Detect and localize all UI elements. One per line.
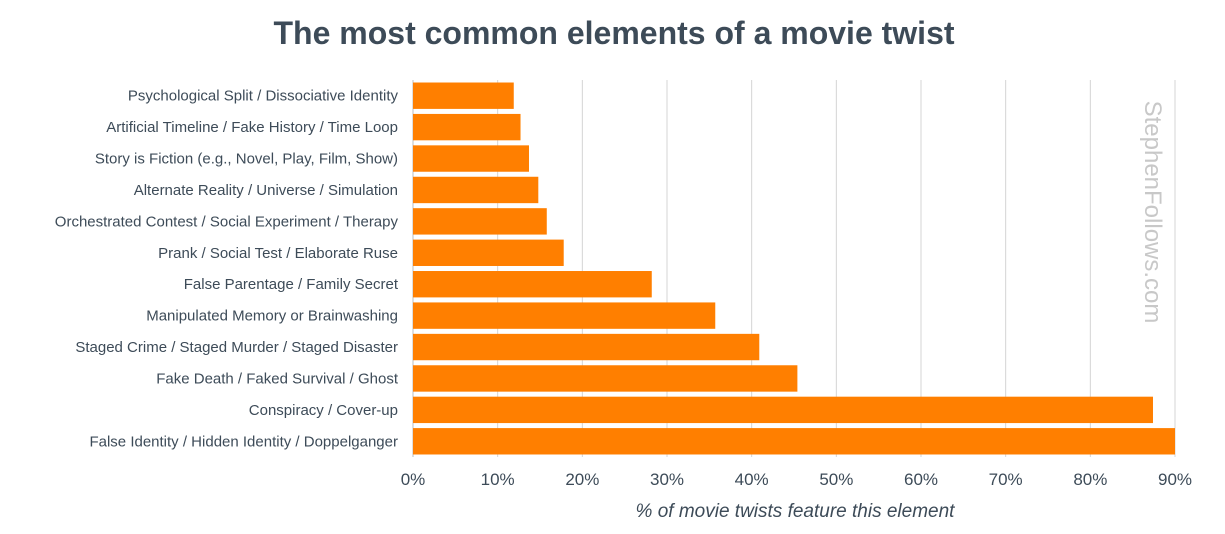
category-labels: Psychological Split / Dissociative Ident…: [55, 88, 399, 451]
bar: [413, 113, 521, 141]
x-tick-label: 90%: [1158, 470, 1192, 489]
gridlines: [412, 80, 1176, 457]
bar: [413, 208, 547, 235]
bar: [413, 176, 539, 204]
category-label: Orchestrated Contest / Social Experiment…: [55, 213, 399, 230]
category-label: Artificial Timeline / Fake History / Tim…: [106, 119, 398, 136]
x-tick-label: 70%: [989, 470, 1023, 489]
x-tick-label: 40%: [735, 470, 769, 489]
x-tick-label: 80%: [1073, 470, 1107, 489]
bar: [413, 365, 798, 392]
watermark: StephenFollows.com: [1139, 101, 1166, 324]
x-tick-label: 60%: [904, 470, 938, 489]
category-label: Psychological Split / Dissociative Ident…: [128, 88, 399, 105]
x-tick-label: 10%: [481, 470, 515, 489]
x-axis-label: % of movie twists feature this element: [636, 501, 956, 522]
x-tick-labels: 0% 10% 20% 30% 40% 50% 60% 70% 80% 90%: [401, 470, 1192, 489]
category-label: Staged Crime / Staged Murder / Staged Di…: [75, 339, 398, 356]
bars: [413, 82, 1175, 455]
category-label: Story is Fiction (e.g., Novel, Play, Fil…: [95, 151, 398, 168]
category-label: Conspiracy / Cover-up: [249, 402, 398, 419]
bar: [413, 145, 529, 172]
bar: [413, 428, 1175, 455]
x-tick-label: 20%: [565, 470, 599, 489]
bar: [413, 271, 652, 298]
x-tick-label: 30%: [650, 470, 684, 489]
category-label: Manipulated Memory or Brainwashing: [146, 308, 398, 325]
category-label: False Identity / Hidden Identity / Doppe…: [89, 433, 398, 450]
x-tick-label: 0%: [401, 470, 426, 489]
bar: [413, 396, 1153, 424]
x-tick-label: 50%: [819, 470, 853, 489]
bar: [413, 302, 716, 329]
category-label: False Parentage / Family Secret: [184, 276, 399, 293]
bar: [413, 333, 760, 361]
chart-title: The most common elements of a movie twis…: [273, 15, 954, 51]
category-label: Prank / Social Test / Elaborate Ruse: [158, 245, 398, 262]
bar: [413, 82, 514, 109]
category-label: Alternate Reality / Universe / Simulatio…: [134, 182, 398, 199]
bar: [413, 239, 564, 266]
category-label: Fake Death / Faked Survival / Ghost: [156, 370, 399, 387]
